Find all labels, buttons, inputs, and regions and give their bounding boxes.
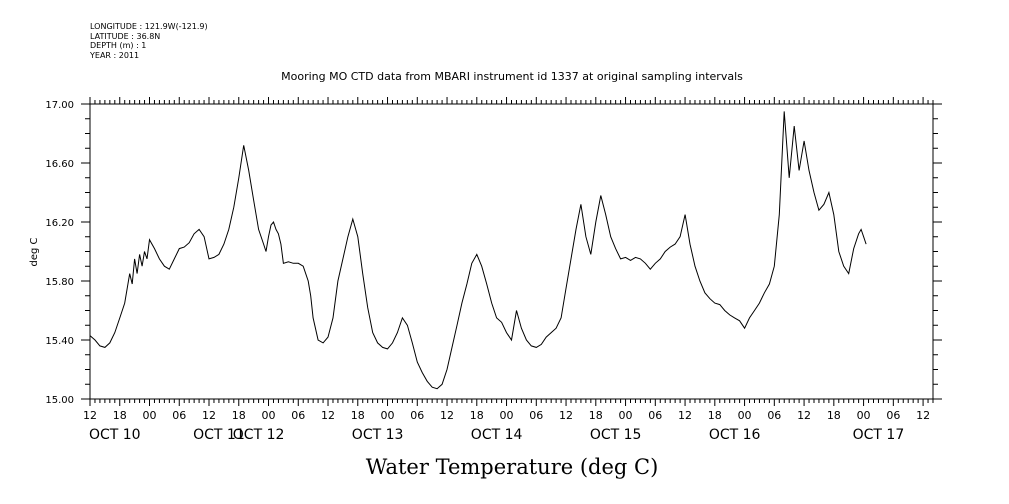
date-label: OCT 10	[89, 427, 141, 443]
x-tick-label: 18	[232, 409, 246, 422]
x-tick-label: 06	[886, 409, 900, 422]
x-tick-label: 00	[262, 409, 276, 422]
x-tick-label: 12	[559, 409, 573, 422]
x-tick-label: 12	[678, 409, 692, 422]
chart-title: Mooring MO CTD data from MBARI instrumen…	[281, 70, 743, 83]
y-axis-label: deg C	[29, 237, 40, 266]
x-tick-label: 00	[738, 409, 752, 422]
y-tick-label: 16.20	[45, 218, 74, 229]
x-tick-labels: 12 18 00 06 12 18 00 06 12 18 00 06 12 18 00 06 12 18 00 06…	[83, 409, 930, 422]
x-tick-label: 00	[500, 409, 514, 422]
x-tick-label: 06	[172, 409, 186, 422]
x-tick-label: 18	[827, 409, 841, 422]
x-tick-label: 12	[440, 409, 454, 422]
longitude-label: LONGITUDE : 121.9W(-121.9)	[90, 22, 208, 31]
x-tick-label: 06	[648, 409, 662, 422]
x-tick-label: 00	[619, 409, 633, 422]
x-tick-label: 12	[321, 409, 335, 422]
x-tick-label: 18	[351, 409, 365, 422]
x-tick-label: 06	[410, 409, 424, 422]
date-label: OCT 16	[709, 427, 761, 443]
plot-frame	[89, 103, 934, 400]
x-tick-label: 06	[767, 409, 781, 422]
y-tick-label: 16.60	[45, 159, 74, 170]
x-tick-label: 06	[529, 409, 543, 422]
x-tick-label: 18	[470, 409, 484, 422]
latitude-label: LATITUDE : 36.8N	[90, 31, 161, 41]
date-label: OCT 14	[471, 427, 523, 443]
date-label: OCT 12	[233, 427, 285, 443]
station-metadata: LONGITUDE : 121.9W(-121.9) LATITUDE : 36…	[90, 22, 208, 60]
x-tick-label: 12	[916, 409, 930, 422]
date-label: OCT 11	[193, 427, 245, 443]
x-tick-label: 18	[113, 409, 127, 422]
y-tick-label: 15.00	[45, 395, 74, 406]
x-tick-label: 18	[708, 409, 722, 422]
date-label: OCT 15	[590, 427, 642, 443]
y-axis: 15.00 15.40 15.80 16.20 16.60 17.00	[45, 100, 942, 406]
date-label: OCT 17	[853, 427, 905, 443]
x-axis-label: Water Temperature (deg C)	[366, 455, 659, 479]
x-tick-label: 18	[589, 409, 603, 422]
x-tick-label: 00	[143, 409, 157, 422]
y-tick-label: 15.40	[45, 336, 74, 347]
x-tick-label: 00	[857, 409, 871, 422]
x-tick-label: 12	[797, 409, 811, 422]
date-label: OCT 13	[352, 427, 404, 443]
series-line-water-temperature	[89, 111, 867, 390]
year-label: YEAR : 2011	[90, 50, 140, 60]
x-tick-label: 12	[83, 409, 97, 422]
y-tick-label: 17.00	[45, 100, 74, 111]
x-tick-label: 12	[202, 409, 216, 422]
y-tick-label: 15.80	[45, 277, 74, 288]
x-tick-label: 06	[291, 409, 305, 422]
depth-label: DEPTH (m) : 1	[90, 41, 147, 50]
x-axis	[89, 97, 934, 406]
x-tick-label: 00	[381, 409, 395, 422]
